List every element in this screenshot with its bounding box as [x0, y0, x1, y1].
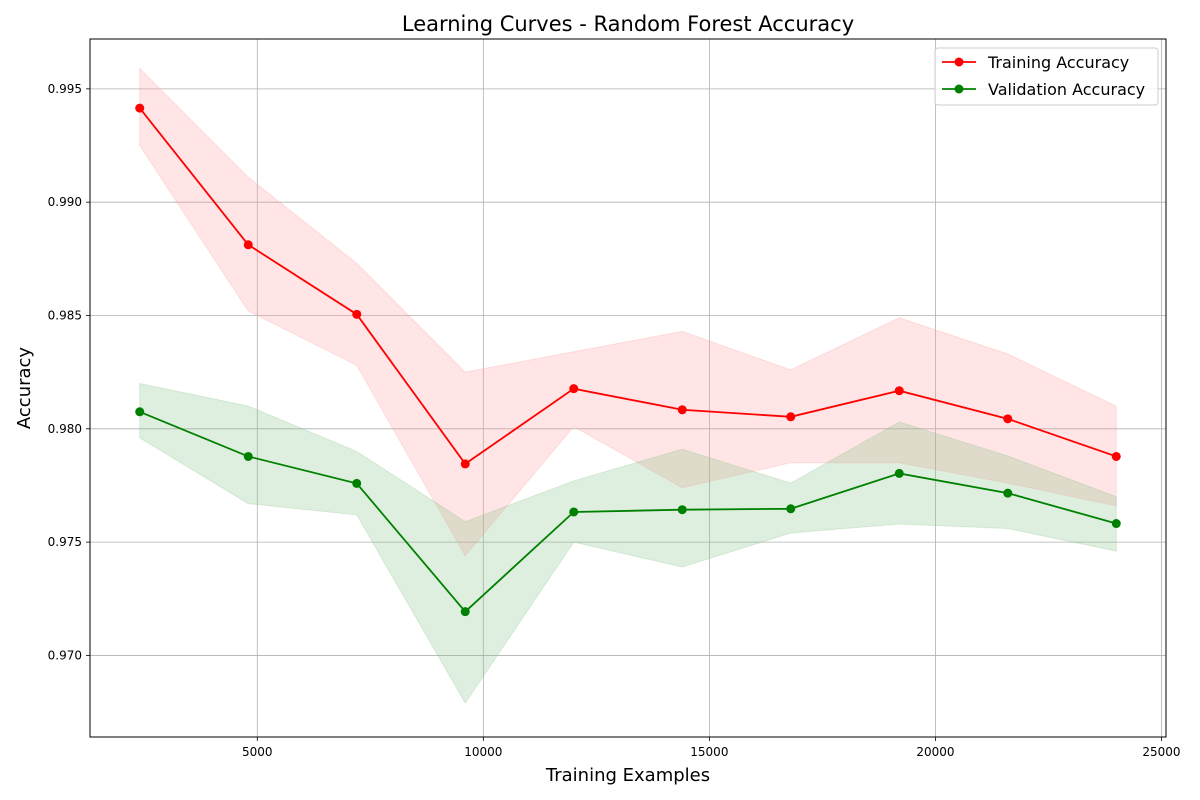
validation-accuracy-line — [139, 410, 1117, 613]
training-accuracy-point — [352, 309, 362, 319]
training-accuracy-point — [135, 103, 145, 113]
x-tick-label: 10000 — [464, 745, 502, 759]
training-accuracy-band — [139, 67, 1117, 557]
validation-accuracy-band — [139, 382, 1117, 704]
training-accuracy-point — [460, 459, 470, 469]
training-accuracy-point — [894, 386, 904, 396]
series-points — [135, 103, 1121, 617]
training-accuracy-legend-label: Training Accuracy — [987, 53, 1129, 72]
y-tick-label: 0.990 — [48, 195, 82, 209]
training-accuracy-legend-marker — [954, 57, 964, 67]
y-axis-label: Accuracy — [14, 347, 35, 430]
x-tick-label: 25000 — [1142, 745, 1180, 759]
y-tick-label: 0.970 — [48, 648, 82, 662]
training-accuracy-point — [677, 405, 687, 415]
x-axis-label: Training Examples — [545, 765, 710, 786]
training-accuracy-line — [139, 107, 1117, 466]
validation-accuracy-point — [1111, 519, 1121, 529]
validation-accuracy-legend-label: Validation Accuracy — [988, 80, 1145, 99]
y-tick-label: 0.980 — [48, 422, 82, 436]
chart-title: Learning Curves - Random Forest Accuracy — [402, 12, 854, 36]
validation-accuracy-point — [243, 451, 253, 461]
validation-accuracy-point — [460, 607, 470, 617]
validation-accuracy-point — [352, 478, 362, 488]
x-tick-label: 15000 — [690, 745, 728, 759]
confidence-bands — [139, 67, 1117, 704]
y-tick-label: 0.995 — [48, 82, 82, 96]
validation-accuracy-point — [677, 505, 687, 515]
plot-frame — [89, 38, 1167, 738]
axis-ticks: 5000 10000 15000 20000 25000 0.970 0.975 0.980 0… — [48, 82, 1181, 759]
training-accuracy-point — [1003, 414, 1013, 424]
validation-accuracy-point — [894, 468, 904, 478]
training-accuracy-point — [1111, 451, 1121, 461]
training-accuracy-point — [569, 384, 579, 394]
validation-accuracy-point — [569, 507, 579, 517]
validation-accuracy-point — [135, 407, 145, 417]
y-tick-label: 0.985 — [48, 308, 82, 322]
y-tick-label: 0.975 — [48, 535, 82, 549]
x-tick-label: 20000 — [916, 745, 954, 759]
legend: Training Accuracy Validation Accuracy — [934, 47, 1159, 106]
validation-accuracy-legend-marker — [954, 84, 964, 94]
series-lines — [139, 107, 1117, 613]
x-tick-label: 5000 — [242, 745, 273, 759]
training-accuracy-point — [786, 412, 796, 422]
training-accuracy-point — [243, 240, 253, 250]
validation-accuracy-point — [1003, 488, 1013, 498]
validation-accuracy-point — [786, 504, 796, 514]
legend-box — [934, 47, 1159, 106]
